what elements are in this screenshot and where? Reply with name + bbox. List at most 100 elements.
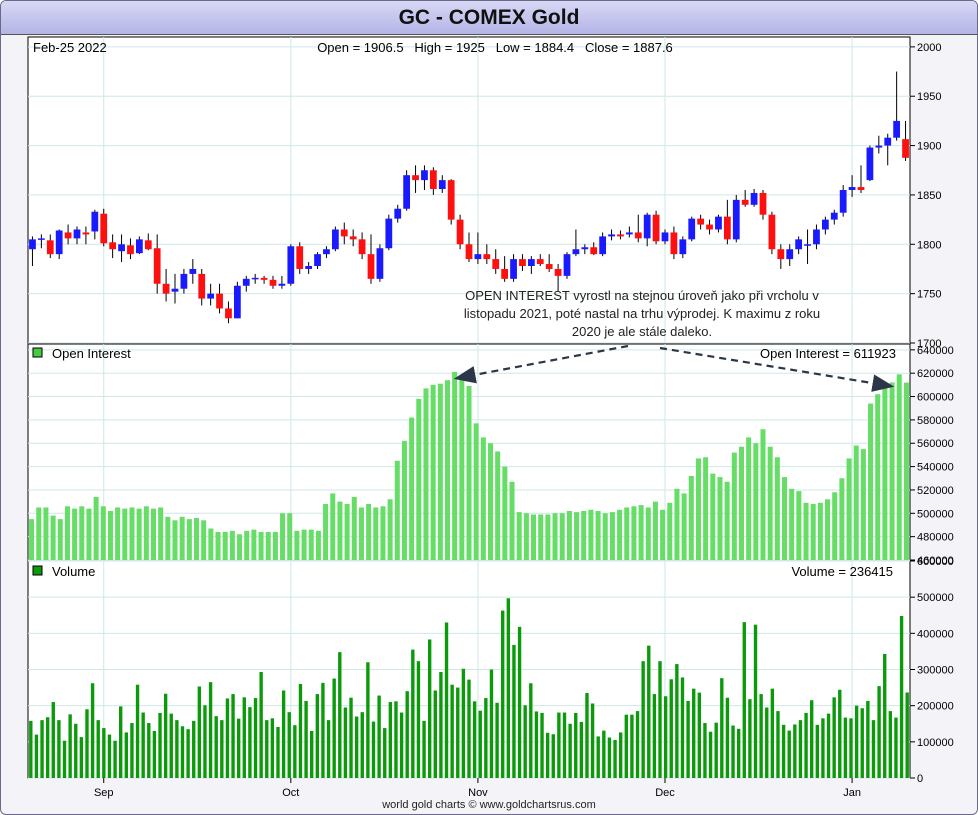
- volume-bar: [315, 694, 320, 778]
- candle-body: [759, 192, 767, 215]
- volume-bar: [141, 712, 145, 778]
- x-tick-label: Nov: [468, 787, 488, 799]
- oi-bar: [158, 507, 164, 560]
- oi-bar: [566, 510, 572, 560]
- volume-bar: [742, 622, 746, 778]
- candle-body: [839, 190, 847, 213]
- volume-bar: [214, 716, 218, 778]
- oi-bar: [581, 510, 587, 560]
- candle-body: [171, 288, 179, 292]
- y-tick-label: 400000: [917, 628, 954, 640]
- volume-bar: [276, 727, 280, 778]
- volume-bar: [602, 730, 606, 778]
- volume-bar: [866, 700, 870, 778]
- volume-bar: [439, 672, 443, 778]
- candle-body: [438, 180, 446, 190]
- candle-body: [465, 244, 473, 260]
- volume-bar: [899, 615, 904, 778]
- oi-bar: [552, 513, 558, 560]
- y-tick-label: 600000: [917, 392, 954, 404]
- oi-bar: [574, 512, 580, 560]
- volume-bar: [810, 700, 814, 778]
- candle-body: [510, 259, 517, 279]
- candle-body: [29, 239, 36, 250]
- oi-bar: [287, 513, 293, 560]
- candle-body: [519, 259, 526, 267]
- candle-body: [349, 236, 357, 240]
- volume-bar: [545, 732, 550, 778]
- volume-bar: [568, 723, 572, 778]
- oi-bar: [882, 383, 888, 560]
- volume-bar: [444, 622, 449, 778]
- volume-bar: [79, 737, 84, 778]
- volume-value-label: Volume = 236415: [791, 564, 893, 579]
- x-tick-label: Dec: [655, 787, 675, 799]
- volume-bar: [501, 610, 505, 778]
- volume-bar: [781, 724, 786, 778]
- oi-bar: [337, 501, 343, 560]
- volume-bar: [529, 683, 533, 778]
- oi-bar: [452, 372, 458, 560]
- volume-bar: [152, 730, 157, 778]
- volume-bar: [838, 689, 842, 778]
- volume-bar: [85, 709, 89, 778]
- oi-bar: [143, 506, 149, 560]
- oi-bar: [358, 507, 364, 560]
- volume-bar: [377, 695, 381, 778]
- oi-bar: [373, 507, 379, 560]
- volume-bar: [394, 701, 398, 778]
- oi-bar: [172, 520, 178, 560]
- oi-bar: [674, 488, 680, 560]
- volume-bar: [208, 682, 213, 778]
- oi-bar: [115, 507, 121, 560]
- oi-bar: [652, 501, 658, 560]
- volume-bar: [203, 705, 207, 778]
- volume-bar: [815, 724, 819, 778]
- volume-bar: [517, 626, 522, 778]
- oi-bar: [774, 457, 780, 560]
- candle-body: [786, 249, 794, 260]
- candle-body: [287, 246, 295, 284]
- oi-bar: [753, 443, 759, 560]
- volume-bar: [905, 692, 909, 778]
- volume-bar: [225, 698, 230, 778]
- y-tick-label: 600000: [917, 556, 954, 568]
- oi-bar: [695, 458, 701, 560]
- oi-bar: [717, 477, 723, 560]
- volume-bar: [107, 734, 112, 778]
- volume-bar: [102, 728, 106, 778]
- volume-bar: [456, 687, 460, 778]
- y-tick-label: 1850: [917, 190, 941, 202]
- oi-bar: [100, 506, 106, 560]
- oi-bar: [459, 375, 465, 560]
- volume-bar: [163, 693, 168, 778]
- candle-body: [46, 240, 54, 255]
- y-tick-label: 500000: [917, 508, 954, 520]
- volume-bar: [119, 706, 123, 778]
- y-tick-label: 1750: [917, 289, 941, 301]
- volume-bar: [450, 684, 454, 778]
- x-tick-label: Sep: [94, 787, 114, 799]
- y-tick-label: 1950: [917, 91, 941, 103]
- oi-bar: [308, 529, 314, 560]
- volume-bar: [736, 728, 741, 778]
- volume-bar: [478, 710, 482, 778]
- volume-bar: [253, 698, 258, 778]
- candle-body: [474, 254, 482, 260]
- candle-body: [358, 239, 366, 255]
- y-tick-label: 300000: [917, 665, 954, 677]
- candle-body: [82, 232, 90, 235]
- oi-bar: [409, 417, 415, 560]
- oi-bar: [129, 507, 135, 560]
- oi-bar: [401, 440, 407, 560]
- oi-bar: [473, 423, 479, 560]
- candle-body: [64, 232, 72, 239]
- oi-bar: [229, 530, 235, 560]
- oi-bar: [150, 508, 156, 560]
- oi-bar: [430, 384, 436, 560]
- volume-bar: [512, 644, 516, 778]
- oi-bar: [466, 386, 472, 560]
- volume-bar: [871, 720, 876, 778]
- oi-bar: [681, 493, 687, 560]
- volume-bar: [551, 734, 555, 778]
